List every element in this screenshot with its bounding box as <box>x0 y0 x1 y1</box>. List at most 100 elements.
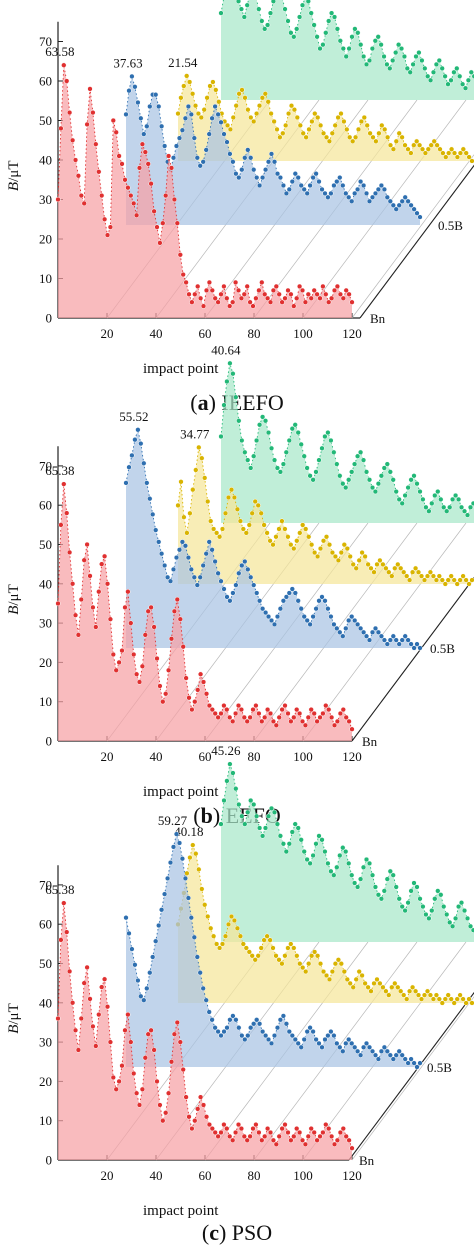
point-2B <box>242 821 248 827</box>
point-B <box>457 150 464 156</box>
point-2B <box>328 10 335 16</box>
point-0.5B <box>203 551 209 557</box>
point-0.5B <box>292 590 298 596</box>
point-B <box>335 114 341 121</box>
point-B <box>205 498 211 505</box>
point-0.5B <box>408 1056 414 1062</box>
point-0.5B <box>316 598 322 604</box>
point-2B <box>445 81 451 87</box>
peak-label-B: 34.77 <box>180 426 210 441</box>
point-Bn <box>81 200 87 207</box>
caption-paren-open: ( <box>202 1220 209 1245</box>
point-0.5B <box>292 1036 298 1043</box>
y-tick-label: 20 <box>39 1074 52 1089</box>
point-2B <box>438 892 444 898</box>
point-Bn <box>160 220 166 226</box>
point-Bn <box>334 283 341 290</box>
point-Bn <box>116 659 122 666</box>
point-B <box>198 114 204 121</box>
point-B <box>279 518 285 524</box>
x-axis-label: impact point <box>143 361 219 377</box>
point-0.5B <box>218 119 224 125</box>
point-2B <box>375 481 382 487</box>
point-0.5B <box>390 1056 396 1062</box>
y-tick-label: 0 <box>46 734 53 749</box>
point-0.5B <box>304 617 310 624</box>
point-0.5B <box>197 970 203 976</box>
point-2B <box>328 437 334 444</box>
point-Bn <box>253 295 259 301</box>
point-0.5B <box>194 954 200 960</box>
y-tick-label: 30 <box>39 616 52 631</box>
point-Bn <box>221 702 227 709</box>
point-2B <box>423 911 429 918</box>
point-B <box>395 984 401 990</box>
point-B <box>234 925 241 931</box>
point-Bn <box>323 702 329 709</box>
point-2B <box>224 378 230 385</box>
point-2B <box>320 42 326 48</box>
point-B <box>201 107 207 113</box>
point-2B <box>245 809 251 815</box>
point-0.5B <box>239 1032 245 1039</box>
point-0.5B <box>414 641 420 647</box>
point-Bn <box>101 553 108 559</box>
point-0.5B <box>360 182 367 189</box>
point-0.5B <box>158 123 165 129</box>
point-Bn <box>308 1125 314 1132</box>
point-Bn <box>125 1011 131 1018</box>
point-Bn <box>104 1004 111 1010</box>
caption-letter: a <box>198 390 209 415</box>
point-0.5B <box>295 1040 301 1047</box>
point-Bn <box>212 1129 218 1136</box>
point-2B <box>444 508 450 514</box>
point-Bn <box>116 153 122 159</box>
point-2B <box>314 34 320 40</box>
point-Bn <box>343 714 349 721</box>
point-B <box>320 130 327 136</box>
point-0.5B <box>230 159 236 165</box>
point-Bn <box>160 1118 166 1124</box>
point-2B <box>390 477 396 483</box>
point-2B <box>304 856 310 863</box>
area-0.5B <box>126 834 420 1067</box>
point-0.5B <box>378 633 385 639</box>
point-2B <box>455 496 462 503</box>
point-Bn <box>270 287 277 294</box>
point-2B <box>334 461 340 467</box>
point-2B <box>439 65 445 72</box>
point-2B <box>422 65 428 72</box>
point-2B <box>224 778 230 784</box>
point-0.5B <box>221 586 227 592</box>
point-0.5B <box>209 115 215 121</box>
point-B <box>193 467 199 473</box>
point-0.5B <box>354 186 361 193</box>
point-0.5B <box>280 182 287 189</box>
point-B <box>306 961 312 967</box>
point-Bn <box>107 1039 114 1045</box>
point-2B <box>435 888 441 894</box>
point-0.5B <box>138 440 144 447</box>
point-0.5B <box>218 1032 224 1039</box>
point-2B <box>447 504 453 510</box>
point-B <box>268 110 274 117</box>
point-Bn <box>218 1129 224 1136</box>
point-B <box>368 988 374 994</box>
point-2B <box>296 14 303 20</box>
point-Bn <box>331 1141 338 1147</box>
point-B <box>213 530 220 536</box>
point-Bn <box>61 62 67 68</box>
peak-label-B: 21.54 <box>168 55 198 70</box>
point-B <box>448 573 454 579</box>
point-B <box>425 146 431 152</box>
point-0.5B <box>390 633 396 639</box>
point-2B <box>325 860 331 867</box>
point-B <box>267 538 273 544</box>
point-Bn <box>142 632 148 638</box>
point-Bn <box>314 1137 320 1143</box>
point-B <box>332 122 338 129</box>
point-Bn <box>209 1125 215 1132</box>
point-Bn <box>142 1055 148 1061</box>
point-B <box>314 953 321 959</box>
point-Bn <box>215 299 221 305</box>
